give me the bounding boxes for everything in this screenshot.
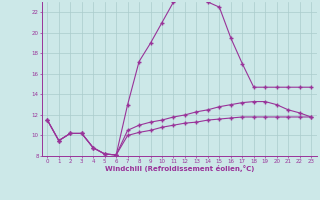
- X-axis label: Windchill (Refroidissement éolien,°C): Windchill (Refroidissement éolien,°C): [105, 165, 254, 172]
